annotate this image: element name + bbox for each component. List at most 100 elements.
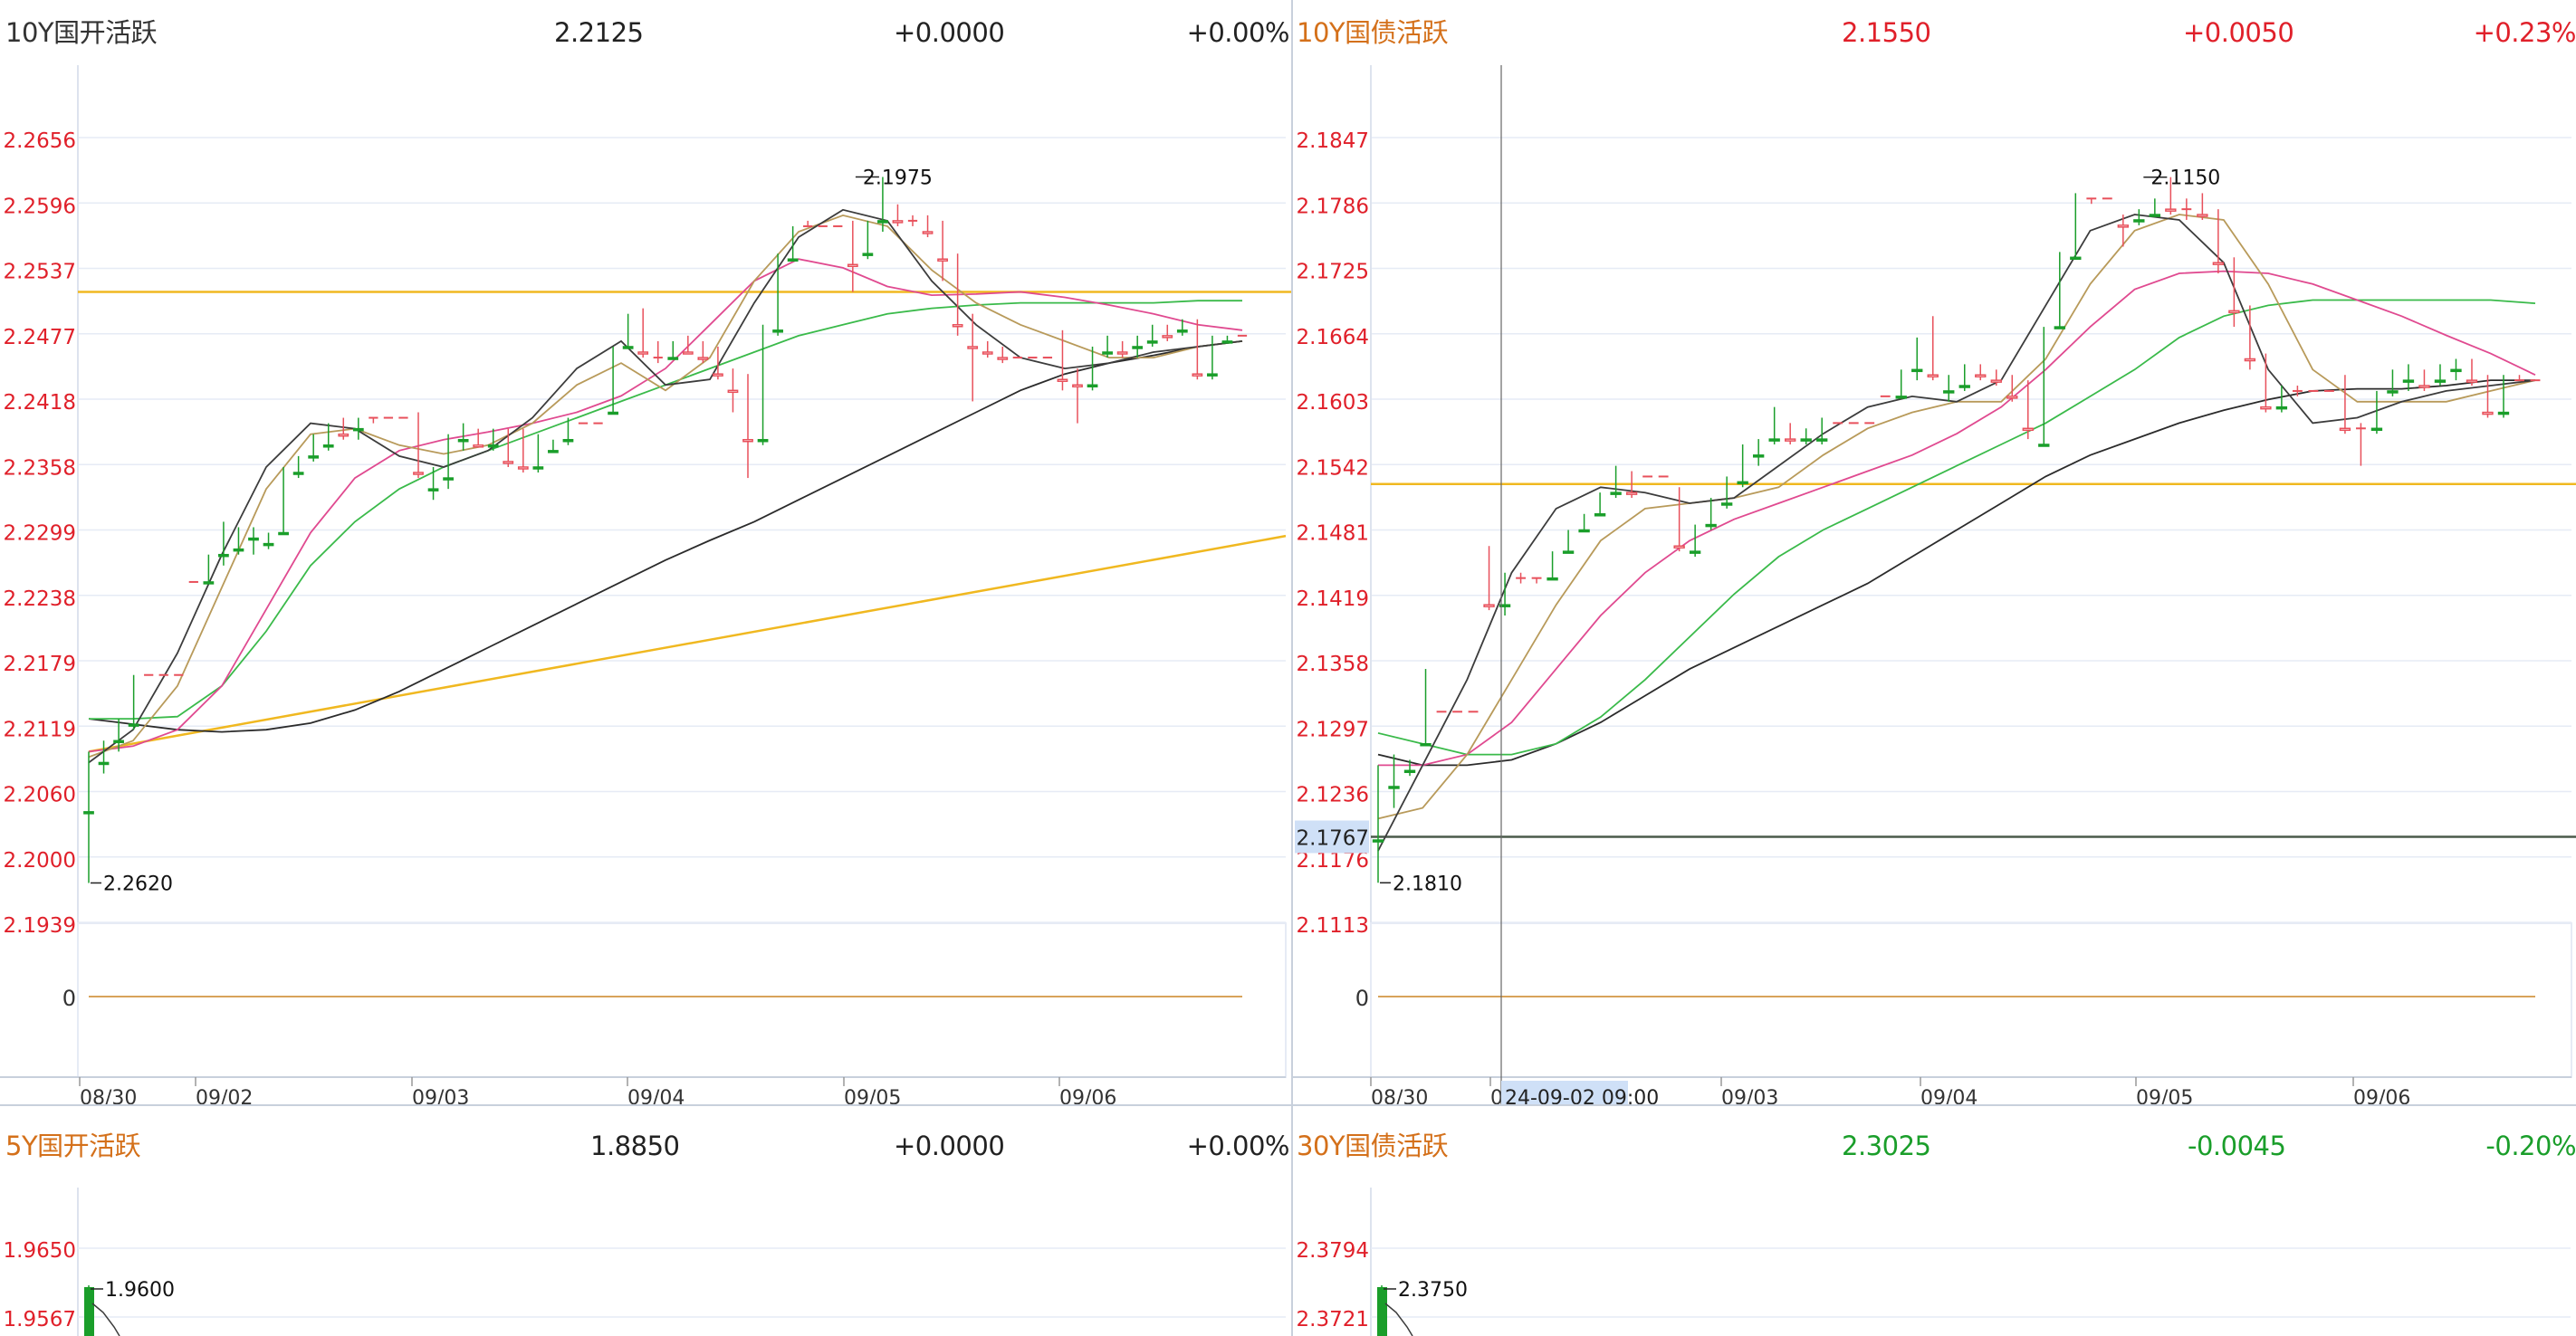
candle-body[interactable] — [757, 438, 769, 443]
candle-body[interactable] — [1927, 374, 1939, 377]
candle-body[interactable] — [2117, 224, 2129, 228]
candle-body[interactable] — [113, 740, 124, 744]
candle-body[interactable] — [233, 548, 244, 552]
candlestick-chart-area[interactable]: 2.3794 2.3721 2.3750 — [1293, 1106, 2576, 1336]
candle-body[interactable] — [967, 346, 979, 349]
candle-body[interactable] — [667, 357, 679, 360]
candle-body[interactable] — [1420, 742, 1432, 747]
candle-body[interactable] — [2466, 379, 2478, 383]
candle-body[interactable] — [2402, 379, 2415, 383]
candle-body[interactable] — [2482, 411, 2494, 415]
candle-body[interactable] — [2197, 214, 2208, 217]
candle-body[interactable] — [1116, 351, 1128, 355]
candle-body[interactable] — [2275, 406, 2288, 410]
candle-body[interactable] — [1072, 384, 1083, 388]
candle-body[interactable] — [1403, 769, 1416, 774]
candle-body[interactable] — [83, 811, 94, 815]
candle-body[interactable] — [98, 761, 110, 766]
candle-body[interactable] — [1610, 491, 1622, 495]
candle-body[interactable] — [1102, 351, 1113, 355]
candle-body[interactable] — [1816, 438, 1828, 442]
candle-body[interactable] — [457, 438, 469, 443]
candle-body[interactable] — [2022, 427, 2034, 432]
candle-body[interactable] — [278, 531, 289, 536]
candle-body[interactable] — [218, 553, 229, 558]
candle-body[interactable] — [1673, 545, 1685, 549]
candle-body[interactable] — [128, 723, 139, 727]
candle-body[interactable] — [1625, 491, 1638, 495]
chart-panel-10y-govt[interactable]: 10Y国债活跃 2.1550 +0.0050 +0.23% 2.1847 2.17… — [1293, 0, 2576, 1104]
candle-body[interactable] — [1132, 346, 1144, 349]
candle-body[interactable] — [1388, 786, 1400, 789]
candlestick-chart-area[interactable]: 2.1847 2.1786 2.1725 2.1664 2.1603 2.1542 2.14… — [1293, 65, 2576, 1104]
candle-body[interactable] — [338, 433, 350, 437]
candle-body[interactable] — [2149, 214, 2161, 217]
candle-body[interactable] — [1562, 550, 1575, 554]
candle-body[interactable] — [503, 461, 514, 464]
candle-body[interactable] — [248, 537, 259, 541]
candle-body[interactable] — [2370, 427, 2383, 432]
candle-body[interactable] — [787, 258, 799, 262]
candlestick-chart[interactable]: 2.1847 2.1786 2.1725 2.1664 2.1603 2.1542 2.14… — [1293, 65, 2576, 1104]
candle-body[interactable] — [937, 258, 948, 262]
candle-body[interactable] — [622, 346, 634, 349]
candle-body[interactable] — [562, 438, 574, 443]
candle-body[interactable] — [548, 450, 559, 453]
candle-body[interactable] — [292, 472, 304, 475]
candle-body[interactable] — [2450, 368, 2462, 373]
candle-body[interactable] — [892, 220, 904, 224]
candlestick-chart[interactable]: 2.3794 2.3721 2.3750 — [1293, 1106, 2576, 1336]
candle-body[interactable] — [427, 488, 439, 491]
candle-body[interactable] — [982, 351, 993, 355]
candle-body[interactable] — [443, 477, 454, 481]
candle-body[interactable] — [1911, 368, 1923, 373]
chart-panel-10y-cdb[interactable]: 10Y国开活跃 2.2125 +0.0000 +0.00% 2.2656 2.25… — [0, 0, 1291, 1104]
candle-body[interactable] — [2165, 208, 2177, 212]
candle-body[interactable] — [1057, 378, 1068, 382]
candle-body[interactable] — [847, 263, 858, 268]
candle-body[interactable] — [1087, 384, 1098, 388]
candle-body[interactable] — [682, 351, 694, 355]
candle-body[interactable] — [2038, 444, 2050, 447]
candle-body[interactable] — [2054, 326, 2065, 329]
candle-body[interactable] — [2434, 379, 2447, 383]
candlestick-chart-area[interactable]: 1.9650 1.9567 1.9600 — [0, 1106, 1291, 1336]
candle-body[interactable] — [1768, 438, 1780, 442]
candle-body[interactable] — [742, 438, 753, 443]
candlestick-chart-area[interactable]: 2.2656 2.2596 2.2537 2.2477 2.2418 2.2358 2.22… — [0, 65, 1291, 1104]
candle-body[interactable] — [713, 373, 723, 377]
candle-body[interactable] — [1720, 502, 1733, 506]
candle-body[interactable] — [1192, 373, 1203, 377]
candle-body[interactable] — [1162, 335, 1173, 339]
candle-body[interactable] — [1752, 454, 1765, 458]
candle-body[interactable] — [2006, 396, 2018, 399]
candle-body[interactable] — [608, 411, 618, 415]
candle-body[interactable] — [2387, 390, 2399, 394]
candle-body[interactable] — [1578, 529, 1590, 533]
candle-body[interactable] — [2212, 262, 2225, 265]
candle-body[interactable] — [922, 231, 934, 234]
candle-body[interactable] — [263, 542, 274, 547]
candle-body[interactable] — [1990, 379, 2002, 383]
candle-body[interactable] — [1372, 839, 1384, 843]
candle-body[interactable] — [1499, 604, 1511, 607]
candle-body[interactable] — [697, 357, 709, 360]
candle-body[interactable] — [84, 1287, 94, 1336]
candle-body[interactable] — [2133, 219, 2145, 223]
candle-body[interactable] — [952, 324, 963, 328]
candle-body[interactable] — [308, 455, 320, 459]
candle-body[interactable] — [1737, 481, 1748, 485]
candle-body[interactable] — [1377, 1287, 1387, 1336]
candle-body[interactable] — [637, 351, 649, 355]
candle-body[interactable] — [997, 357, 1009, 360]
candle-body[interactable] — [532, 466, 544, 470]
candle-body[interactable] — [352, 427, 364, 432]
candle-body[interactable] — [1207, 373, 1218, 377]
candlestick-chart[interactable]: 2.2656 2.2596 2.2537 2.2477 2.2418 2.2358 2.22… — [0, 65, 1291, 1104]
panel-divider-horizontal[interactable] — [0, 1104, 2576, 1106]
candle-body[interactable] — [1975, 374, 1987, 377]
candle-body[interactable] — [2070, 256, 2082, 261]
candle-body[interactable] — [862, 253, 874, 256]
candle-body[interactable] — [1146, 340, 1158, 344]
candle-body[interactable] — [1705, 523, 1717, 528]
